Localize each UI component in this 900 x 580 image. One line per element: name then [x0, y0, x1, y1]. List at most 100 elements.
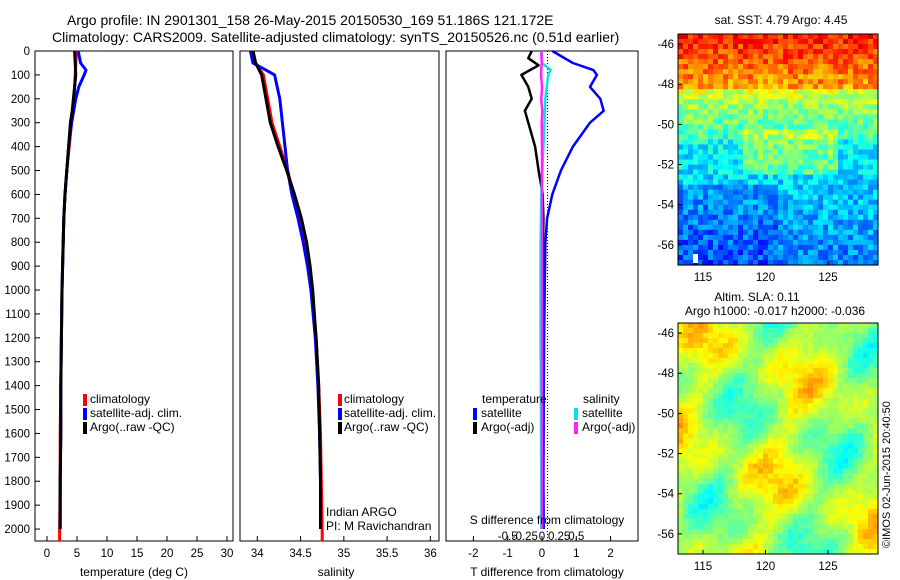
heatmap-cell	[868, 154, 874, 161]
heatmap-cell	[818, 549, 824, 555]
heatmap-cell	[833, 234, 839, 241]
heatmap-cell	[808, 255, 814, 261]
heatmap-cell	[743, 523, 749, 530]
heatmap-cell	[783, 164, 789, 171]
heatmap-cell	[708, 363, 714, 369]
heatmap-cell	[808, 448, 814, 455]
sla-map: Altim. SLA: 0.11 Argo h1000: -0.017 h200…	[657, 290, 879, 573]
heatmap-cell	[698, 149, 704, 156]
heatmap-cell	[848, 423, 854, 429]
heatmap-cell	[783, 508, 789, 515]
heatmap-cell	[778, 333, 784, 339]
heatmap-cell	[818, 84, 824, 90]
heatmap-cell	[708, 99, 714, 105]
heatmap-cell	[858, 139, 864, 146]
heatmap-cell	[733, 260, 739, 266]
heatmap-cell	[793, 448, 799, 455]
heatmap-cell	[743, 378, 749, 384]
heatmap-cell	[783, 528, 789, 535]
heatmap-cell	[743, 184, 749, 191]
heatmap-cell	[758, 413, 764, 419]
heatmap-cell	[683, 343, 689, 349]
heatmap-cell	[703, 124, 709, 130]
heatmap-cell	[698, 498, 704, 505]
heatmap-cell	[848, 229, 854, 236]
heatmap-cell	[873, 443, 879, 450]
heatmap-cell	[698, 393, 704, 399]
heatmap-cell	[808, 214, 814, 221]
heatmap-cell	[758, 353, 764, 359]
heatmap-cell	[808, 438, 814, 445]
heatmap-cell	[708, 448, 714, 455]
heatmap-cell	[788, 124, 794, 130]
heatmap-cell	[703, 54, 709, 60]
heatmap-cell	[728, 74, 734, 80]
heatmap-cell	[768, 189, 774, 196]
heatmap-cell	[768, 64, 774, 70]
heatmap-cell	[753, 503, 759, 510]
map-y-tick-label: -52	[657, 160, 674, 172]
heatmap-cell	[833, 224, 839, 231]
heatmap-cell	[763, 448, 769, 455]
heatmap-cell	[703, 453, 709, 460]
heatmap-cell	[698, 194, 704, 201]
heatmap-cell	[698, 353, 704, 359]
heatmap-cell	[868, 124, 874, 130]
heatmap-cell	[698, 518, 704, 525]
heatmap-cell	[728, 544, 734, 550]
heatmap-cell	[698, 189, 704, 196]
series-line-satellite-adj-clim-	[58, 50, 88, 529]
heatmap-cell	[698, 184, 704, 191]
heatmap-cell	[873, 343, 879, 349]
heatmap-cell	[753, 478, 759, 485]
heatmap-cell	[698, 348, 704, 354]
heatmap-cell	[868, 39, 874, 45]
heatmap-cell	[683, 189, 689, 196]
heatmap-cell	[828, 523, 834, 530]
heatmap-cell	[803, 119, 809, 125]
heatmap-cell	[813, 109, 819, 115]
heatmap-cell	[863, 323, 869, 329]
heatmap-cell	[708, 54, 714, 60]
heatmap-cell	[818, 333, 824, 339]
heatmap-cell	[813, 383, 819, 389]
heatmap-cell	[768, 549, 774, 555]
heatmap-cell	[828, 74, 834, 80]
heatmap-cell	[713, 214, 719, 221]
heatmap-cell	[873, 199, 879, 206]
heatmap-cell	[748, 79, 754, 85]
heatmap-cell	[693, 154, 699, 161]
heatmap-cell	[733, 408, 739, 414]
heatmap-cell	[813, 179, 819, 186]
heatmap-cell	[708, 423, 714, 429]
heatmap-cell	[688, 378, 694, 384]
heatmap-cell	[678, 109, 684, 115]
heatmap-cell	[793, 443, 799, 450]
heatmap-cell	[698, 544, 704, 550]
heatmap-cell	[858, 174, 864, 181]
heatmap-cell	[858, 343, 864, 349]
heatmap-cell	[718, 34, 724, 40]
heatmap-cell	[768, 428, 774, 435]
heatmap-cell	[783, 453, 789, 460]
heatmap-cell	[783, 109, 789, 115]
heatmap-cell	[813, 199, 819, 206]
heatmap-cell	[773, 468, 779, 475]
heatmap-cell	[713, 498, 719, 505]
heatmap-cell	[788, 164, 794, 171]
heatmap-cell	[738, 493, 744, 500]
heatmap-cell	[778, 69, 784, 75]
heatmap-cell	[833, 493, 839, 500]
heatmap-cell	[763, 413, 769, 419]
heatmap-cell	[863, 518, 869, 525]
heatmap-cell	[868, 34, 874, 40]
heatmap-cell	[853, 423, 859, 429]
heatmap-cell	[813, 323, 819, 329]
heatmap-cell	[758, 458, 764, 465]
heatmap-cell	[678, 463, 684, 470]
heatmap-cell	[703, 463, 709, 470]
heatmap-cell	[768, 483, 774, 490]
heatmap-cell	[733, 528, 739, 535]
heatmap-cell	[728, 184, 734, 191]
heatmap-cell	[723, 69, 729, 75]
